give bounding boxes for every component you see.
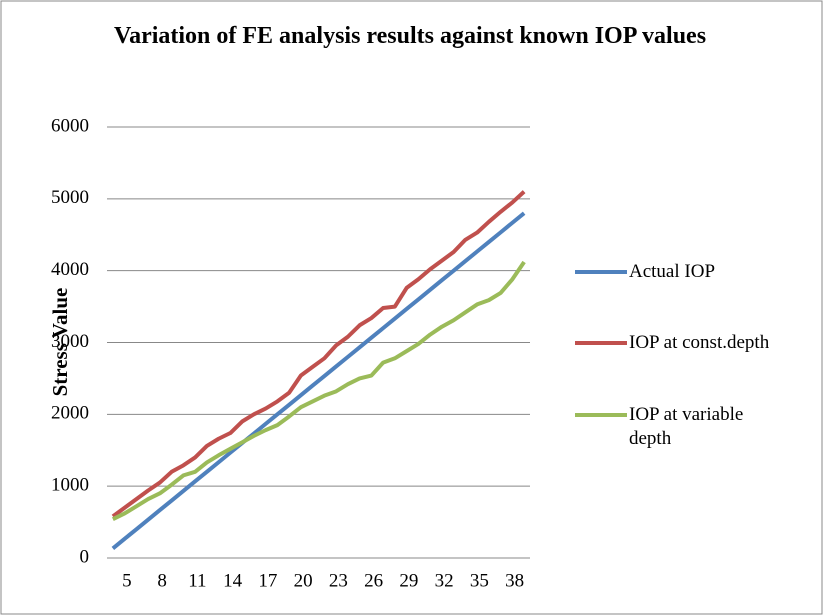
x-tick-label: 29 (399, 570, 418, 591)
chart-title: Variation of FE analysis results against… (113, 23, 707, 49)
y-tick-label: 5000 (51, 187, 89, 208)
x-tick-label: 35 (470, 570, 489, 591)
x-tick-label: 23 (329, 570, 348, 591)
y-axis-label: Stress Value (48, 288, 72, 397)
y-tick-label: 2000 (51, 403, 89, 424)
y-tick-label: 4000 (51, 259, 89, 280)
x-tick-label: 26 (364, 570, 383, 591)
legend-label: Actual IOP (629, 261, 716, 282)
x-tick-label: 14 (223, 570, 243, 591)
legend-entry: IOP at const.depth (629, 332, 770, 353)
series-line (111, 260, 526, 522)
x-tick-label: 38 (505, 570, 524, 591)
legend-entry: IOP at variable depth (629, 404, 744, 449)
y-tick-label: 0 (80, 546, 90, 567)
x-tick-label: 20 (294, 570, 313, 591)
series-line (111, 190, 526, 518)
x-tick-label: 5 (122, 570, 132, 591)
title-box: Variation of FE analysis results against… (113, 23, 707, 49)
legend-label: IOP at const.depth (629, 332, 770, 353)
y-tick-label: 1000 (51, 475, 89, 496)
x-tick-label: 8 (157, 570, 167, 591)
legend-entry: Actual IOP (629, 261, 716, 282)
x-tick-label: 17 (258, 570, 277, 591)
y-tick-label: 6000 (51, 115, 89, 136)
x-tick-label: 11 (188, 570, 206, 591)
series-line (111, 211, 526, 550)
legend-label: IOP at variable depth (629, 404, 744, 449)
x-tick-label: 32 (435, 570, 454, 591)
y-tick-label: 3000 (51, 331, 89, 352)
